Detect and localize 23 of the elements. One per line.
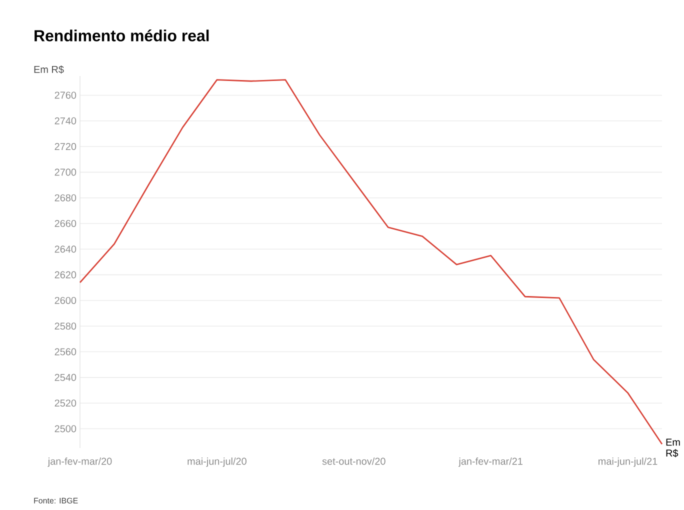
y-tick-label: 2760 [54,92,76,99]
y-axis-title: Em R$ [34,66,64,74]
x-tick-label: jan-fev-mar/21 [458,458,522,467]
x-axis-title: Em R$ [666,438,680,458]
line-series [79,79,663,445]
y-tick-label: 2540 [54,374,76,381]
y-tick-label: 2520 [54,400,76,407]
y-tick-label: 2560 [54,348,76,356]
y-tick-label: 2660 [54,220,76,228]
x-tick-label: mai-jun-jul/20 [188,458,246,467]
y-tick-label: 2620 [54,271,76,278]
y-tick-label: 2720 [54,143,76,150]
x-tick-label: set-out-nov/20 [322,458,386,465]
chart-title: Rendimento médio real [34,30,209,42]
y-tick-label: 2700 [54,168,76,176]
y-tick-label: 2500 [54,425,76,432]
y-tick-label: 2740 [54,117,76,124]
y-tick-label: 2640 [54,246,76,253]
y-tick-label: 2680 [54,194,76,202]
x-tick-label: mai-jun-jul/21 [598,458,658,467]
y-tick-label: 2600 [54,296,76,304]
y-tick-label: 2580 [54,322,76,330]
x-tick-label: jan-fev-mar/20 [48,458,112,467]
